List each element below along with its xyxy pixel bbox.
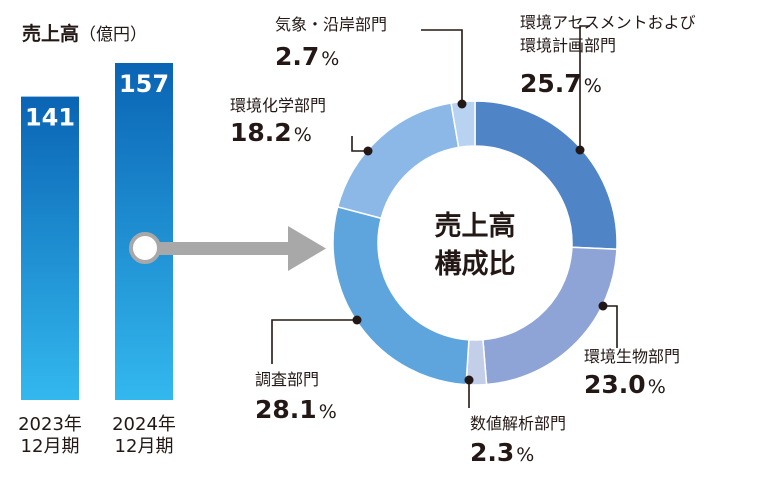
arrow-shaft: [150, 242, 290, 255]
slice-percent-label: 25.7%: [520, 69, 602, 98]
donut-slice-5: [336, 102, 460, 220]
leader-dot: [352, 315, 362, 325]
donut-center-title-line-2: 構成比: [435, 249, 516, 280]
slice-name-label: 気象・沿岸部門: [275, 15, 387, 34]
arrow-origin-dot: [129, 232, 161, 264]
leader-line: [271, 319, 357, 364]
bar-chart-unit: （億円）: [79, 25, 147, 45]
bar-2: [115, 63, 173, 400]
slice-name-label: 環境計画部門: [520, 36, 616, 55]
arrow-head: [288, 226, 326, 271]
leader-dot: [457, 99, 467, 109]
bar-chart-title: 売上高（億円）: [22, 22, 147, 45]
bar-1: [21, 96, 79, 400]
slice-percent-label: 23.0%: [584, 370, 666, 399]
bar-category-label: 2023年: [18, 414, 82, 435]
bar-category-label: 2024年: [112, 414, 176, 435]
leader-line: [603, 305, 618, 348]
leader-line: [579, 25, 590, 150]
leader-line: [351, 136, 368, 152]
bar-category-label: 12月期: [21, 436, 80, 457]
donut-chart: [332, 100, 618, 386]
leader-dot: [363, 146, 373, 156]
leader-dot: [575, 145, 585, 155]
slice-name-label: 環境化学部門: [230, 96, 326, 115]
slice-name-label: 数値解析部門: [470, 414, 566, 433]
bar-value-label: 141: [25, 104, 75, 132]
bar-value-label: 157: [119, 70, 169, 98]
slice-name-label: 調査部門: [255, 370, 319, 389]
slice-name-label: 環境生物部門: [584, 347, 680, 366]
slice-percent-label: 2.7%: [275, 42, 339, 71]
slice-percent-label: 2.3%: [470, 438, 534, 467]
donut-center-title-line-1: 売上高: [435, 210, 516, 242]
growth-arrow: [129, 226, 326, 271]
bar-category-label: 12月期: [115, 436, 174, 457]
slice-percent-label: 28.1%: [255, 395, 337, 424]
leader-lines: [271, 25, 618, 408]
leader-line: [421, 29, 463, 104]
slice-percent-label: 18.2%: [230, 118, 312, 147]
leader-dot: [598, 301, 608, 311]
bar-chart-title-text: 売上高: [22, 22, 79, 45]
donut-slice-4: [332, 205, 470, 386]
slice-name-label: 環境アセスメントおよび: [520, 13, 696, 32]
leader-dot: [464, 375, 474, 385]
